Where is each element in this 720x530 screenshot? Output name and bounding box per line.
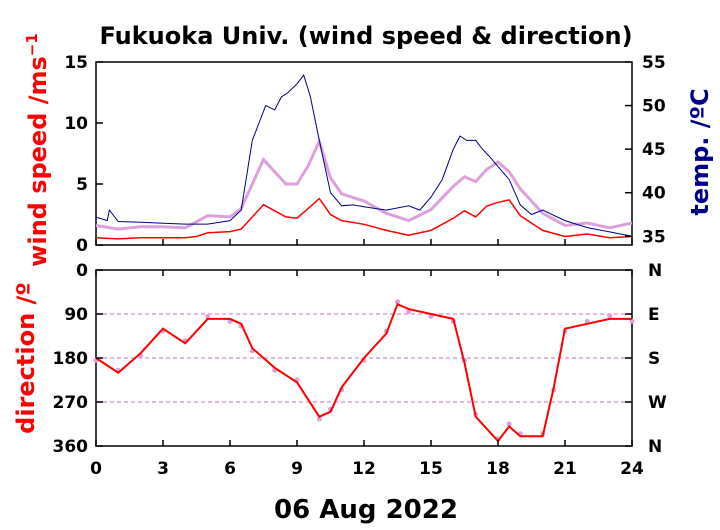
temperature-axis-label: temp. /ºC — [686, 88, 714, 215]
direction-tick-label: 180 — [53, 349, 89, 369]
wind-gust-series — [95, 137, 633, 231]
temperature-tick-label: 40 — [642, 184, 666, 204]
temperature-series — [95, 74, 633, 237]
hour-tick-label: 15 — [419, 459, 443, 479]
compass-tick-label: N — [648, 261, 662, 281]
direction-tick-labels: 0 90 180 270 360 — [53, 261, 103, 457]
temperature-tick-label: 45 — [642, 140, 666, 160]
direction-tick-label: 90 — [64, 305, 88, 325]
hour-tick-label: 3 — [157, 459, 169, 479]
wind-mean-series — [95, 197, 633, 240]
wind-speed-axis-label-exponent: −1 — [23, 33, 41, 56]
direction-tick-label: 270 — [53, 393, 89, 413]
compass-tick-label: W — [648, 393, 667, 413]
instant-direction-point — [316, 416, 322, 422]
hour-tick-label: 6 — [224, 459, 236, 479]
hour-tick-label: 18 — [486, 459, 510, 479]
chart-title: Fukuoka Univ. (wind speed & direction) — [99, 22, 632, 50]
hour-tick-label: 12 — [352, 459, 376, 479]
hour-tick-label: 21 — [553, 459, 577, 479]
instant-direction-point — [629, 318, 635, 324]
wind-speed-panel: 0 5 10 15 35 40 45 50 55 — [64, 53, 666, 256]
hour-tick-label: 0 — [90, 459, 102, 479]
direction-tick-label: 0 — [76, 261, 88, 281]
wind-speed-axis-label-text: wind speed /ms — [24, 56, 52, 267]
compass-tick-label: E — [648, 305, 660, 325]
compass-tick-labels: N E S W N — [625, 261, 667, 457]
wind-speed-tick-label: 10 — [64, 114, 88, 134]
direction-panel: 0 90 180 270 360 N E S W N 0 3 6 9 12 15 18 21 24 — [53, 239, 667, 479]
wind-speed-tick-label: 5 — [76, 175, 88, 195]
instant-direction-point — [205, 313, 211, 319]
temperature-tick-labels: 35 40 45 50 55 — [625, 53, 666, 247]
hour-tick-labels: 0 3 6 9 12 15 18 21 24 — [90, 239, 644, 479]
direction-tick-label: 360 — [53, 437, 89, 457]
instant-direction-series — [93, 299, 635, 442]
instant-direction-point — [395, 299, 400, 305]
temperature-tick-label: 55 — [642, 53, 666, 73]
wind-speed-tick-label: 15 — [64, 53, 88, 73]
hour-tick-label: 24 — [620, 459, 644, 479]
hour-tick-label: 9 — [291, 459, 303, 479]
date-axis-label: 06 Aug 2022 — [274, 495, 458, 525]
wind-speed-tick-label: 0 — [76, 236, 88, 256]
wind-speed-tick-labels: 0 5 10 15 — [64, 53, 103, 256]
compass-tick-label: N — [648, 437, 662, 457]
compass-tick-label: S — [648, 349, 660, 369]
instant-direction-point — [607, 313, 613, 319]
direction-axis-label: direction /º — [12, 282, 40, 434]
instant-direction-point — [506, 421, 512, 427]
mean-direction-series — [95, 302, 632, 443]
temperature-tick-label: 35 — [642, 227, 666, 247]
temperature-tick-label: 50 — [642, 97, 666, 117]
wind-speed-axis-label: wind speed /ms−1 — [23, 33, 52, 267]
